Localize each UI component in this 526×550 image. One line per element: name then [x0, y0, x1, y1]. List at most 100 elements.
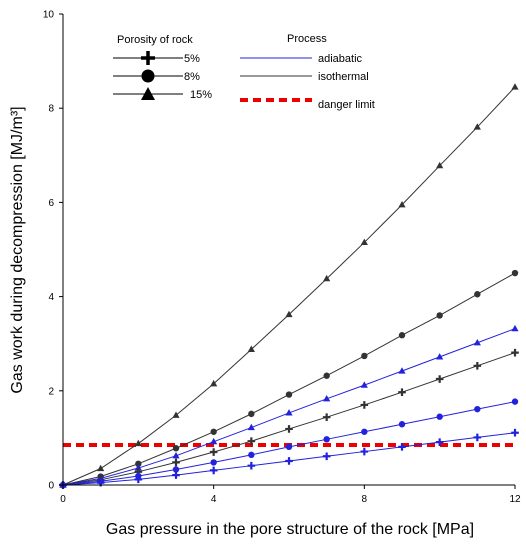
- data-point-plus: [473, 433, 482, 442]
- data-point-plus: [134, 475, 143, 484]
- legend-porosity-item-15: 15%: [113, 87, 212, 101]
- data-point-triangle: [323, 274, 331, 282]
- data-point-plus: [322, 452, 331, 461]
- y-tick-label: 8: [48, 104, 54, 115]
- data-point-triangle: [436, 161, 444, 169]
- data-point-plus: [511, 428, 519, 437]
- data-point-circle: [172, 445, 180, 452]
- data-point-plus: [322, 413, 331, 421]
- data-point-triangle: [172, 411, 180, 418]
- series-isothermal-triangle: [59, 83, 519, 488]
- data-point-triangle: [210, 437, 218, 445]
- legend-label: 15%: [190, 89, 212, 101]
- data-point-plus: [172, 471, 180, 479]
- data-point-circle: [474, 405, 481, 413]
- x-tick-label: 0: [60, 494, 66, 505]
- data-point-circle: [398, 332, 406, 339]
- data-point-plus: [435, 375, 444, 383]
- legend-label: 8%: [184, 71, 200, 83]
- series-adiabatic-circle: [59, 398, 519, 489]
- y-tick-label: 6: [48, 198, 54, 209]
- data-point-circle: [248, 410, 255, 418]
- legend-process-title: Process: [287, 33, 327, 45]
- data-point-plus: [247, 437, 256, 445]
- series-line: [62, 272, 516, 486]
- legend-porosity-item-8: 8%: [113, 69, 200, 83]
- data-point-triangle: [97, 464, 105, 472]
- data-point-circle: [172, 466, 180, 473]
- y-tick-label: 4: [48, 292, 54, 303]
- data-point-circle: [436, 312, 443, 319]
- data-point-circle: [210, 428, 217, 435]
- data-point-circle: [135, 460, 142, 468]
- y-tick-label: 0: [48, 481, 54, 492]
- data-point-triangle: [247, 345, 255, 352]
- data-point-circle: [436, 413, 443, 420]
- data-point-circle: [474, 291, 481, 298]
- data-point-plus: [473, 362, 482, 370]
- legend-process-isothermal: isothermal: [240, 71, 369, 83]
- data-point-plus: [209, 466, 218, 475]
- x-tick-label: 12: [509, 494, 521, 505]
- x-tick-label: 4: [211, 494, 217, 505]
- data-point-triangle: [398, 367, 406, 374]
- data-point-triangle: [360, 238, 368, 246]
- data-point-circle: [285, 443, 293, 451]
- legend: Porosity of rock 5% 8% 15% Process adiab…: [113, 33, 375, 111]
- series-isothermal-circle: [59, 269, 519, 489]
- legend-label: isothermal: [318, 71, 369, 83]
- data-point-plus: [172, 458, 180, 467]
- data-point-triangle: [323, 395, 331, 402]
- data-point-triangle: [210, 379, 218, 387]
- legend-triangle-marker: [141, 87, 155, 100]
- data-point-plus: [285, 425, 293, 433]
- x-axis-label: Gas pressure in the pore structure of th…: [106, 521, 474, 538]
- data-point-triangle: [172, 451, 180, 459]
- y-tick-label: 2: [48, 386, 54, 397]
- data-point-triangle: [285, 310, 293, 318]
- data-point-circle: [248, 451, 255, 459]
- data-point-triangle: [473, 338, 481, 346]
- data-point-triangle: [247, 423, 255, 431]
- series-isothermal-plus: [59, 348, 519, 489]
- data-point-triangle: [511, 83, 519, 90]
- data-point-circle: [511, 269, 519, 277]
- data-point-plus: [398, 443, 406, 451]
- data-point-triangle: [511, 324, 519, 332]
- data-point-circle: [361, 428, 368, 435]
- data-point-circle: [361, 352, 368, 360]
- data-point-circle: [511, 398, 519, 405]
- data-point-circle: [323, 436, 330, 443]
- ticks: 0 4 8 12 0 2 4 6 8 10: [43, 10, 521, 506]
- legend-process-adiabatic: adiabatic: [240, 53, 363, 65]
- legend-process-danger-limit: danger limit: [240, 98, 375, 111]
- legend-label: danger limit: [318, 99, 375, 111]
- data-point-plus: [435, 438, 444, 446]
- data-point-triangle: [436, 353, 444, 360]
- legend-porosity-item-5: 5%: [113, 51, 200, 65]
- series-adiabatic-plus: [59, 428, 519, 489]
- data-point-plus: [285, 457, 293, 465]
- series-line: [62, 352, 516, 486]
- data-point-circle: [398, 421, 406, 428]
- data-point-triangle: [473, 123, 481, 130]
- data-point-triangle: [285, 409, 293, 416]
- data-point-triangle: [398, 200, 406, 208]
- legend-label: 5%: [184, 53, 200, 65]
- data-point-plus: [398, 388, 406, 397]
- data-point-circle: [285, 391, 293, 398]
- legend-label: adiabatic: [318, 53, 363, 65]
- data-point-plus: [247, 461, 256, 470]
- data-point-plus: [360, 447, 369, 456]
- legend-circle-marker: [141, 69, 155, 83]
- data-point-circle: [210, 459, 217, 466]
- legend-porosity-title: Porosity of rock: [117, 34, 193, 46]
- y-tick-label: 10: [43, 10, 55, 21]
- plot-marks: [59, 83, 519, 489]
- y-axis-label: Gas work during decompression [MJ/m³]: [9, 106, 26, 393]
- x-tick-label: 8: [362, 494, 368, 505]
- data-point-plus: [209, 448, 218, 456]
- data-point-circle: [323, 372, 330, 379]
- data-point-plus: [360, 401, 369, 409]
